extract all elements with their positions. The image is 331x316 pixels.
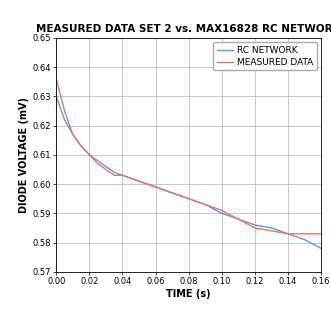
RC NETWORK: [63, 118, 67, 122]
MEASURED DATA: [319, 232, 323, 236]
Line: RC NETWORK: RC NETWORK: [56, 96, 321, 248]
MEASURED DATA: [79, 144, 83, 148]
MEASURED DATA: [203, 203, 207, 206]
RC NETWORK: [203, 203, 207, 206]
RC NETWORK: [187, 197, 191, 201]
MEASURED DATA: [187, 197, 191, 201]
RC NETWORK: [269, 226, 273, 230]
RC NETWORK: [236, 217, 240, 221]
RC NETWORK: [79, 144, 83, 148]
RC NETWORK: [319, 246, 323, 250]
X-axis label: TIME (s): TIME (s): [166, 289, 211, 299]
RC NETWORK: [137, 179, 141, 183]
MEASURED DATA: [120, 173, 124, 177]
RC NETWORK: [286, 232, 290, 236]
RC NETWORK: [220, 211, 224, 215]
RC NETWORK: [253, 223, 257, 227]
RC NETWORK: [170, 191, 174, 195]
MEASURED DATA: [137, 179, 141, 183]
MEASURED DATA: [71, 132, 75, 136]
MEASURED DATA: [112, 173, 116, 177]
Line: MEASURED DATA: MEASURED DATA: [56, 79, 321, 234]
MEASURED DATA: [87, 153, 91, 157]
RC NETWORK: [96, 159, 100, 162]
RC NETWORK: [112, 170, 116, 174]
MEASURED DATA: [63, 109, 67, 113]
MEASURED DATA: [269, 229, 273, 233]
MEASURED DATA: [96, 162, 100, 166]
RC NETWORK: [71, 132, 75, 136]
RC NETWORK: [120, 173, 124, 177]
Y-axis label: DIODE VOLTAGE (mV): DIODE VOLTAGE (mV): [19, 97, 29, 213]
RC NETWORK: [104, 165, 108, 168]
MEASURED DATA: [170, 191, 174, 195]
Title: MEASURED DATA SET 2 vs. MAX16828 RC NETWORK: MEASURED DATA SET 2 vs. MAX16828 RC NETW…: [36, 24, 331, 34]
MEASURED DATA: [286, 232, 290, 236]
MEASURED DATA: [220, 209, 224, 212]
RC NETWORK: [54, 94, 58, 98]
MEASURED DATA: [54, 77, 58, 81]
MEASURED DATA: [154, 185, 158, 189]
MEASURED DATA: [253, 226, 257, 230]
MEASURED DATA: [303, 232, 307, 236]
MEASURED DATA: [236, 217, 240, 221]
RC NETWORK: [154, 185, 158, 189]
RC NETWORK: [87, 153, 91, 157]
MEASURED DATA: [104, 167, 108, 171]
Legend: RC NETWORK, MEASURED DATA: RC NETWORK, MEASURED DATA: [213, 42, 316, 70]
RC NETWORK: [303, 238, 307, 241]
